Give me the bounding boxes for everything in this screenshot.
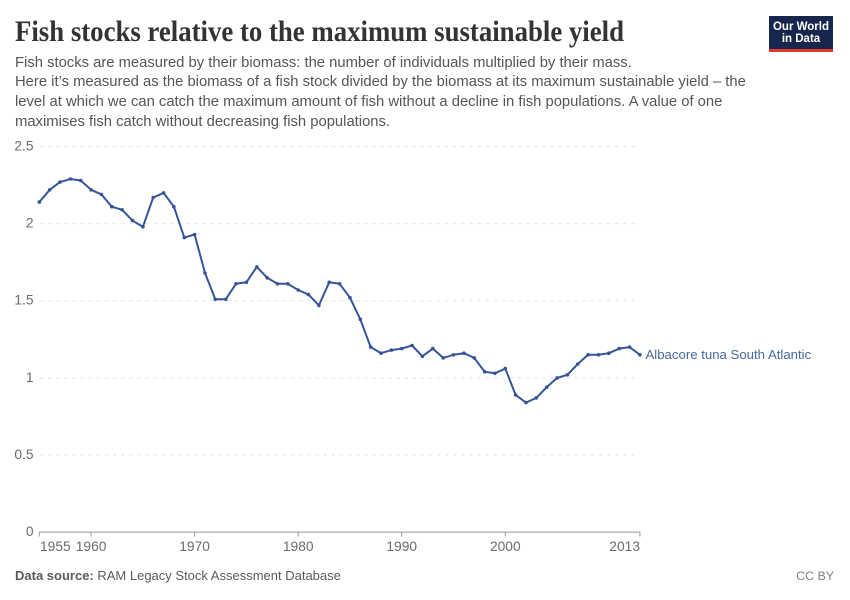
svg-text:1980: 1980 xyxy=(283,539,314,554)
svg-text:2013: 2013 xyxy=(609,539,640,554)
svg-text:1970: 1970 xyxy=(179,539,210,554)
svg-text:1960: 1960 xyxy=(76,539,107,554)
svg-text:1: 1 xyxy=(26,370,34,385)
svg-text:1955: 1955 xyxy=(40,539,71,554)
svg-text:0.5: 0.5 xyxy=(14,447,34,462)
svg-text:2000: 2000 xyxy=(490,539,521,554)
svg-text:0: 0 xyxy=(26,524,34,539)
svg-text:1990: 1990 xyxy=(386,539,417,554)
svg-text:2.5: 2.5 xyxy=(14,139,34,154)
svg-text:1.5: 1.5 xyxy=(14,293,34,308)
svg-text:2: 2 xyxy=(26,216,34,231)
